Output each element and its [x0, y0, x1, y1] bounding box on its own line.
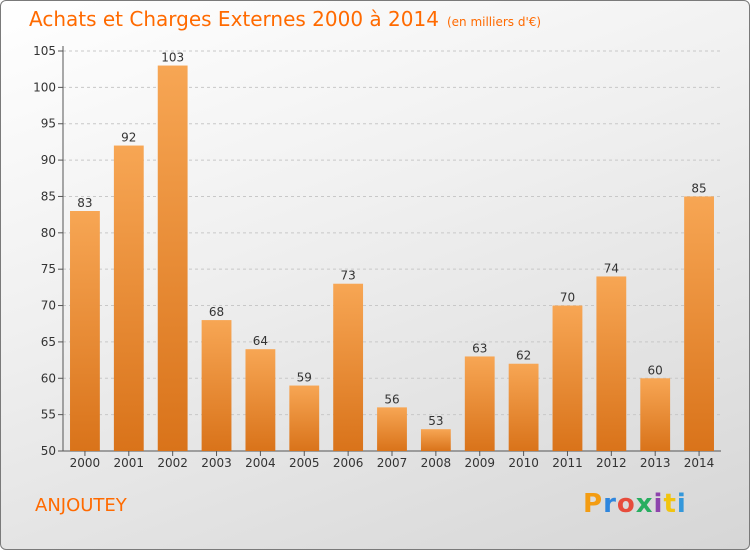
x-tick-label-2002: 2002 — [157, 456, 188, 470]
title-text: Achats et Charges Externes 2000 à 2014 — [29, 7, 439, 31]
x-tick-label-2001: 2001 — [114, 456, 145, 470]
bar-2014 — [684, 196, 714, 451]
data-label-2001: 92 — [121, 131, 136, 145]
bar-2009 — [464, 356, 495, 451]
data-label-2010: 62 — [516, 349, 531, 363]
x-tick-label-2008: 2008 — [421, 456, 452, 470]
y-tick-label: 85 — [41, 189, 56, 203]
data-label-2007: 56 — [384, 392, 399, 406]
data-label-2002: 103 — [161, 51, 184, 65]
y-tick-label: 65 — [41, 335, 56, 349]
bar-2003 — [201, 320, 232, 451]
data-label-2003: 68 — [209, 305, 224, 319]
data-label-2008: 53 — [428, 414, 443, 428]
data-label-2011: 70 — [560, 291, 575, 305]
x-tick-label-2014: 2014 — [684, 456, 715, 470]
x-tick-label-2009: 2009 — [464, 456, 495, 470]
bar-2002 — [157, 65, 188, 451]
bar-2001 — [113, 145, 144, 451]
y-tick-label: 75 — [41, 262, 56, 276]
x-tick-label-2000: 2000 — [70, 456, 101, 470]
proxiti-logo: Proxiti — [583, 489, 687, 519]
y-tick-label: 70 — [41, 299, 56, 313]
x-tick-label-2012: 2012 — [596, 456, 627, 470]
y-tick-label: 105 — [33, 44, 56, 58]
x-tick-label-2005: 2005 — [289, 456, 320, 470]
y-tick-label: 95 — [41, 117, 56, 131]
x-tick-label-2004: 2004 — [245, 456, 276, 470]
data-label-2014: 85 — [691, 181, 706, 195]
bar-2008 — [420, 429, 451, 451]
data-label-2009: 63 — [472, 341, 487, 355]
x-tick-label-2011: 2011 — [552, 456, 583, 470]
y-tick-label: 60 — [41, 371, 56, 385]
bar-2011 — [552, 305, 583, 451]
y-tick-label: 80 — [41, 226, 56, 240]
x-tick-label-2003: 2003 — [201, 456, 232, 470]
data-label-2012: 74 — [604, 261, 619, 275]
bar-2004 — [245, 349, 276, 451]
y-tick-label: 55 — [41, 408, 56, 422]
data-label-2004: 64 — [253, 334, 268, 348]
y-tick-label: 100 — [33, 80, 56, 94]
title-unit: (en milliers d'€) — [446, 15, 542, 29]
data-label-2013: 60 — [648, 363, 663, 377]
x-tick-label-2006: 2006 — [333, 456, 364, 470]
bar-2013 — [640, 378, 671, 451]
x-tick-label-2013: 2013 — [640, 456, 671, 470]
bar-2010 — [508, 363, 539, 451]
bar-2012 — [596, 276, 627, 451]
location-label: ANJOUTEY — [35, 495, 127, 516]
bar-2006 — [333, 283, 364, 451]
y-tick-label: 50 — [41, 444, 56, 458]
chart-title: Achats et Charges Externes 2000 à 2014 (e… — [29, 7, 541, 31]
bar-2000 — [70, 211, 100, 451]
data-label-2000: 83 — [77, 196, 92, 210]
bar-2007 — [377, 407, 407, 451]
x-tick-label-2010: 2010 — [508, 456, 539, 470]
bar-2005 — [289, 385, 320, 451]
data-label-2006: 73 — [340, 269, 355, 283]
data-label-2005: 59 — [297, 371, 312, 385]
x-tick-label-2007: 2007 — [377, 456, 408, 470]
y-tick-label: 90 — [41, 153, 56, 167]
